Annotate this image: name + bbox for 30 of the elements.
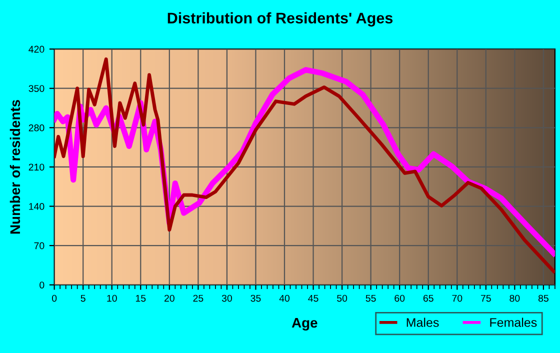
x-tick-label: 45 [308, 294, 318, 302]
x-tick-label: 55 [366, 294, 376, 302]
legend-label: Females [490, 318, 537, 327]
y-tick-label: 140 [29, 203, 44, 210]
x-tick-label: 40 [279, 294, 290, 302]
y-tick-label: 70 [34, 242, 44, 250]
x-tick-label: 60 [394, 294, 405, 302]
y-tick-label: 350 [28, 85, 44, 92]
x-tick-label: 20 [164, 294, 174, 302]
x-axis-title: Age [292, 318, 318, 330]
x-tick-label: 35 [250, 294, 261, 302]
x-tick-label: 65 [423, 294, 434, 302]
x-tick-label: 10 [107, 294, 117, 302]
x-tick-label: 25 [193, 294, 204, 302]
x-tick-label: 15 [136, 294, 146, 302]
x-tick-label: 50 [337, 294, 348, 302]
x-tick-label: 0 [52, 294, 57, 302]
y-tick-label: 280 [28, 124, 44, 132]
legend-label: Males [406, 318, 439, 327]
x-tick-label: 75 [481, 294, 491, 302]
x-tick-label: 80 [510, 294, 520, 302]
y-tick-label: 0 [40, 282, 44, 288]
y-tick-label: 420 [28, 46, 44, 53]
x-tick-label: 70 [452, 294, 462, 302]
x-tick-label: 85 [538, 294, 548, 302]
y-axis-title: Number of residents [10, 100, 20, 234]
chart-title: Distribution of Residents' Ages [168, 12, 393, 27]
x-tick-label: 30 [222, 294, 232, 302]
y-tick-label: 210 [28, 164, 44, 171]
x-tick-label: 5 [80, 294, 86, 302]
